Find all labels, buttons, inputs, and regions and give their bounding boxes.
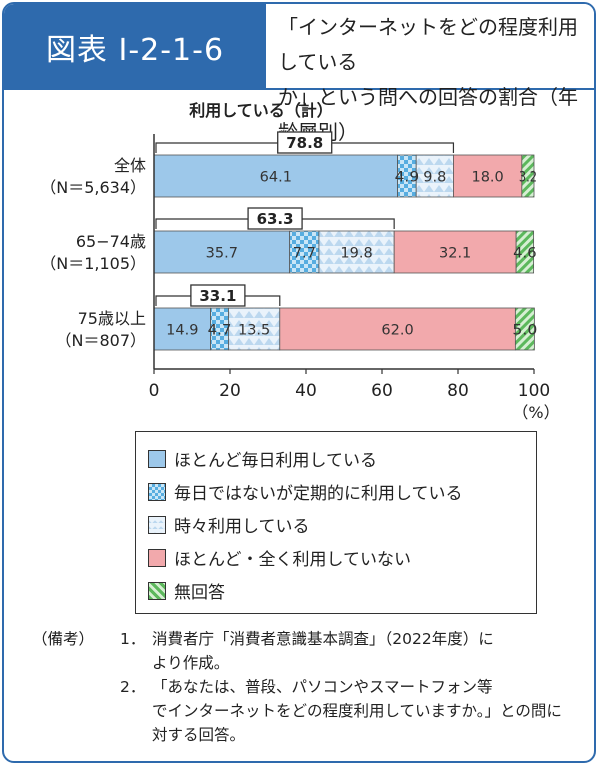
note-text: 消費者庁「消費者意識基本調査」（2022年度）に より作成。 bbox=[152, 627, 577, 675]
bar-value-label: 32.1 bbox=[439, 246, 471, 262]
chart-title: 利用している（計） bbox=[189, 101, 333, 120]
figure-title: 「インターネットをどの程度利用している か」という問への回答の割合（年齢層別） bbox=[266, 4, 594, 144]
bracket-total-box bbox=[190, 284, 246, 307]
category-sublabel: （N＝807） bbox=[55, 331, 146, 350]
x-tick-label: 0 bbox=[149, 381, 160, 401]
note-item: （備考） 1． 消費者庁「消費者意識基本調査」（2022年度）に より作成。 bbox=[32, 627, 577, 675]
bar-value-label: 19.8 bbox=[340, 246, 372, 262]
note-line: 消費者庁「消費者意識基本調査」（2022年度）に bbox=[152, 630, 494, 648]
category-sublabel: （N＝1,105） bbox=[40, 254, 146, 273]
x-tick-label: 40 bbox=[295, 381, 317, 401]
bracket-total-label: 78.8 bbox=[286, 134, 323, 152]
bar-value-label: 4.7 bbox=[208, 323, 232, 339]
bar-segment bbox=[515, 230, 535, 274]
bar-segment bbox=[318, 230, 395, 274]
bar-value-label: 5.0 bbox=[512, 323, 537, 339]
note-number: 2． bbox=[120, 678, 146, 696]
note-item: 2． 「あなたは、普段、パソコンやスマートフォン等 でインターネットをどの程度利… bbox=[32, 675, 577, 747]
legend-label: 無回答 bbox=[174, 583, 225, 603]
bar-value-label: 13.5 bbox=[238, 323, 270, 339]
legend-swatch-rarely bbox=[148, 548, 166, 567]
bracket-total-box bbox=[247, 207, 303, 230]
legend-label: 毎日ではないが定期的に利用している bbox=[174, 484, 463, 504]
note-text: 「あなたは、普段、パソコンやスマートフォン等 でインターネットをどの程度利用して… bbox=[152, 675, 577, 747]
note-number: 1． bbox=[120, 630, 146, 648]
bracket-total-label: 33.1 bbox=[199, 287, 236, 305]
note-line: でインターネットをどの程度利用していますか。」との問に対する回答。 bbox=[152, 702, 562, 744]
x-tick-label: 100 bbox=[518, 381, 550, 401]
category-label: 65−74歳 bbox=[76, 232, 146, 251]
legend-item: 毎日ではないが定期的に利用している bbox=[148, 475, 536, 508]
figure-label: 図表 I-2-1-6 bbox=[4, 4, 266, 90]
legend-item: 無回答 bbox=[148, 574, 536, 607]
legend-item: ほとんど毎日利用している bbox=[148, 442, 536, 475]
legend-label: 時々利用している bbox=[174, 517, 310, 537]
figure-title-line-1: 「インターネットをどの程度利用している bbox=[278, 15, 578, 74]
category-sublabel: （N＝5,634） bbox=[40, 178, 146, 197]
bar-value-label: 14.9 bbox=[166, 323, 198, 339]
legend-item: ほとんど・全く利用していない bbox=[148, 541, 536, 574]
x-tick-label: 20 bbox=[219, 381, 241, 401]
bar-segment bbox=[393, 230, 517, 274]
bar-segment bbox=[279, 307, 516, 351]
bar-segment bbox=[153, 154, 398, 198]
bar-value-label: 35.7 bbox=[206, 246, 238, 262]
category-label: 75歳以上 bbox=[78, 309, 146, 328]
note-line: 「あなたは、普段、パソコンやスマートフォン等 bbox=[152, 678, 493, 696]
bar-value-label: 9.8 bbox=[423, 170, 446, 186]
bar-value-label: 7.7 bbox=[293, 246, 316, 262]
bar-value-label: 4.6 bbox=[513, 246, 536, 262]
bar-segment bbox=[228, 307, 281, 351]
bar-segment bbox=[521, 154, 535, 198]
bar-value-label: 3.2 bbox=[519, 170, 537, 186]
bar-segment bbox=[453, 154, 523, 198]
x-tick-label: 80 bbox=[447, 381, 469, 401]
legend-item: 時々利用している bbox=[148, 508, 536, 541]
legend-label: ほとんど毎日利用している bbox=[174, 451, 377, 471]
bar-segment bbox=[153, 307, 212, 351]
bar-segment bbox=[153, 230, 291, 274]
x-tick-label: 60 bbox=[371, 381, 393, 401]
notes-heading: （備考） bbox=[32, 630, 95, 648]
bar-value-label: 18.0 bbox=[471, 170, 503, 186]
category-label: 全体 bbox=[114, 156, 146, 175]
stacked-bar-chart: 利用している（計） 全体 （N＝5,634） 65−74歳 （N＝1,105） 75歳以… bbox=[40, 101, 559, 422]
notes-section: （備考） 1． 消費者庁「消費者意識基本調査」（2022年度）に より作成。 2… bbox=[32, 627, 577, 747]
bar-segment bbox=[415, 154, 454, 198]
figure-header: 図表 I-2-1-6 「インターネットをどの程度利用している か」という問への回… bbox=[4, 4, 594, 144]
legend-swatch-no-answer bbox=[148, 581, 166, 600]
legend-swatch-daily bbox=[148, 449, 166, 468]
legend-swatch-regular bbox=[148, 482, 166, 501]
legend-swatch-sometimes bbox=[148, 515, 166, 534]
chart-legend: ほとんど毎日利用している 毎日ではないが定期的に利用している 時々利用している … bbox=[135, 431, 537, 614]
bar-value-label: 64.1 bbox=[260, 170, 292, 186]
legend-label: ほとんど・全く利用していない bbox=[174, 550, 411, 570]
bracket-total-label: 63.3 bbox=[257, 210, 294, 228]
bar-value-label: 62.0 bbox=[381, 323, 413, 339]
note-line: より作成。 bbox=[152, 654, 230, 672]
x-axis-unit: （%） bbox=[512, 403, 559, 422]
bar-segment bbox=[514, 307, 535, 351]
bracket-total-box bbox=[277, 131, 333, 154]
bar-value-label: 4.9 bbox=[395, 170, 420, 186]
